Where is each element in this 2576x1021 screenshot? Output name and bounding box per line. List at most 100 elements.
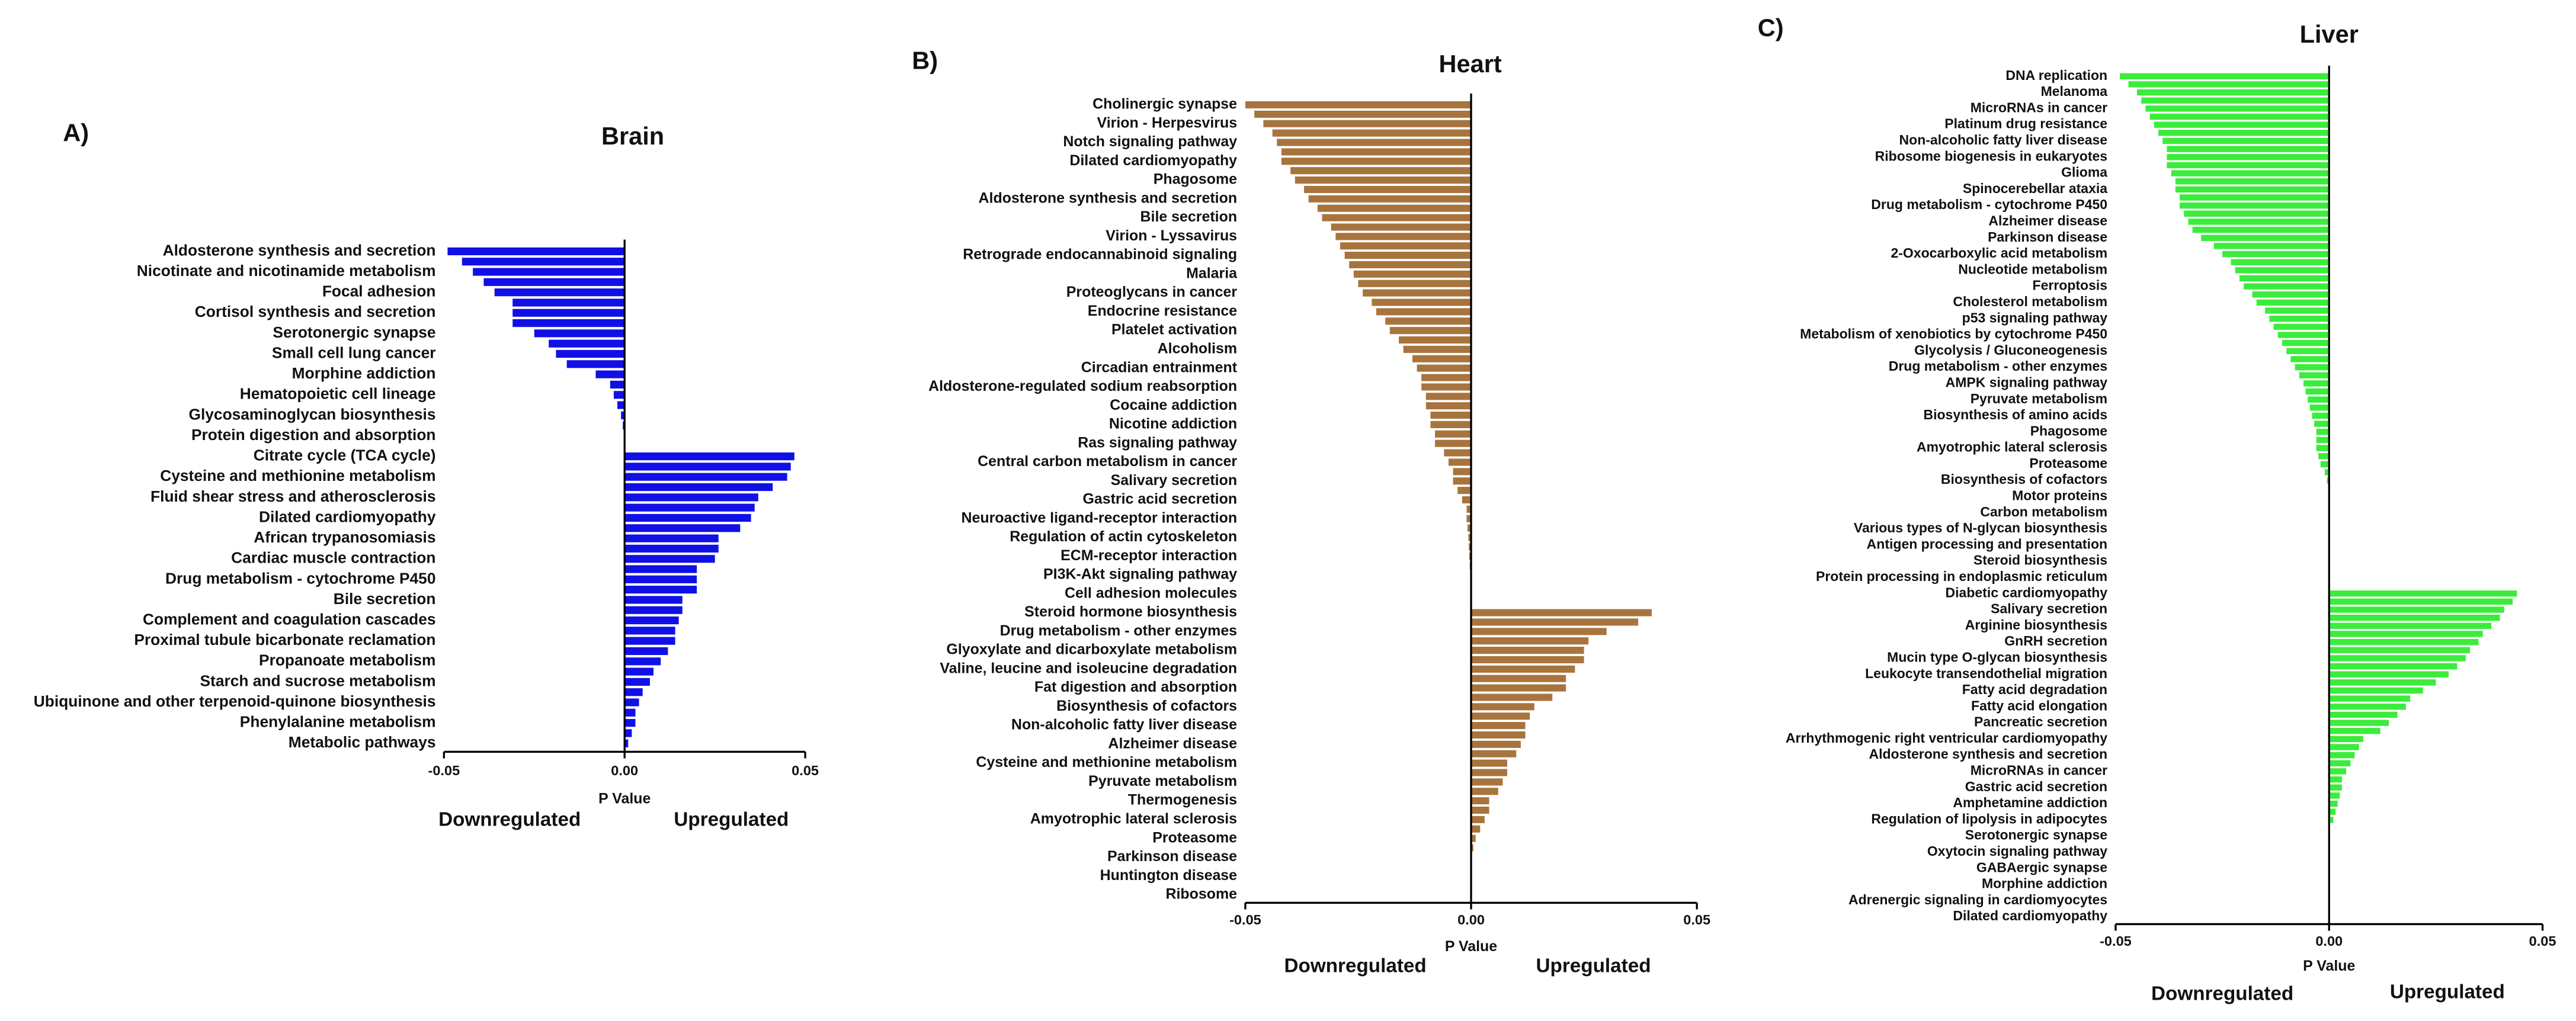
bar xyxy=(1471,769,1508,776)
y-tick-label: Fluid shear stress and atherosclerosis xyxy=(150,487,435,505)
y-tick-label: Motor proteins xyxy=(2012,488,2107,503)
bar xyxy=(1344,252,1472,259)
bar xyxy=(483,278,625,286)
y-tick-label: Virion - Herpesvirus xyxy=(1097,114,1238,131)
bar xyxy=(2329,614,2500,621)
y-tick-label: Thermogenesis xyxy=(1128,792,1237,808)
bar xyxy=(447,247,625,255)
bar xyxy=(1471,628,1607,635)
y-tick-label: Platinum drug resistance xyxy=(1944,116,2107,131)
y-tick-label: Ubiquinone and other terpenoid-quinone b… xyxy=(34,692,436,710)
y-tick-label: Bile secretion xyxy=(1140,208,1238,225)
y-tick-label: Pancreatic secretion xyxy=(1974,714,2107,730)
y-tick-label: Aldosterone-regulated sodium reabsorptio… xyxy=(928,378,1237,394)
y-tick-label: Cardiac muscle contraction xyxy=(231,549,435,567)
bar xyxy=(1430,420,1472,428)
bar xyxy=(2167,162,2330,169)
bar xyxy=(2329,784,2342,791)
annotation: Downregulated xyxy=(1284,955,1427,977)
bar xyxy=(2325,469,2330,476)
y-tick-label: Small cell lung cancer xyxy=(272,343,436,361)
bar xyxy=(566,360,625,368)
y-tick-label: Amyotrophic lateral sclerosis xyxy=(1030,811,1237,827)
y-tick-label: Glycosaminoglycan biosynthesis xyxy=(188,405,435,423)
bar xyxy=(2329,638,2479,646)
bar xyxy=(1471,703,1534,711)
y-tick-label: Mucin type O-glycan biosynthesis xyxy=(1887,649,2107,664)
y-tick-label: Ferroptosis xyxy=(2033,278,2108,293)
bar xyxy=(1471,797,1489,805)
bar xyxy=(1448,458,1472,466)
y-tick-label: Endocrine resistance xyxy=(1088,303,1237,319)
bar xyxy=(2329,590,2517,597)
bar xyxy=(2329,736,2363,743)
bar xyxy=(2305,388,2330,395)
y-tick-label: Biosynthesis of amino acids xyxy=(1923,407,2107,422)
bar xyxy=(2277,332,2330,338)
y-tick-label: Cholesterol metabolism xyxy=(1953,294,2107,309)
y-tick-label: Leukocyte transendothelial migration xyxy=(1865,666,2107,681)
bar xyxy=(1349,261,1472,269)
bar xyxy=(2329,776,2342,783)
y-tick-label: 2-Oxocarboxylic acid metabolism xyxy=(1891,245,2107,261)
bar xyxy=(1272,129,1472,137)
y-tick-label: African trypanosomiasis xyxy=(254,528,435,546)
bar xyxy=(1453,477,1472,485)
bar xyxy=(1376,308,1472,316)
bar xyxy=(624,586,697,594)
bar xyxy=(462,258,625,266)
bar xyxy=(1471,825,1481,833)
bar xyxy=(624,544,719,553)
x-tick-label: 0.05 xyxy=(2529,933,2556,949)
x-tick-label: -0.05 xyxy=(1229,912,1261,927)
bar xyxy=(1317,204,1472,212)
x-tick-label: 0.00 xyxy=(2315,933,2343,949)
chart-title: Liver xyxy=(2300,20,2359,48)
bar xyxy=(1457,487,1472,495)
x-axis-label: P Value xyxy=(598,790,651,807)
y-tick-label: Non-alcoholic fatty liver disease xyxy=(1011,717,1237,733)
y-tick-label: Phagosome xyxy=(2030,423,2107,438)
y-tick-label: Glyoxylate and dicarboxylate metabolism xyxy=(946,641,1237,658)
bar xyxy=(624,627,675,635)
bar xyxy=(2256,299,2330,306)
y-tick-label: Drug metabolism - cytochrome P450 xyxy=(1871,197,2107,212)
bar xyxy=(1421,374,1472,381)
y-tick-label: Nucleotide metabolism xyxy=(1958,261,2107,277)
y-tick-label: Proximal tubule bicarbonate reclamation xyxy=(134,631,435,648)
bar xyxy=(2329,760,2351,766)
bar xyxy=(624,534,719,542)
y-tick-label: Antigen processing and presentation xyxy=(1867,536,2107,551)
bar xyxy=(1281,148,1472,156)
bar xyxy=(2316,436,2330,444)
bar xyxy=(1471,618,1639,626)
x-tick-label: -0.05 xyxy=(428,763,460,778)
x-tick-label: 0.00 xyxy=(1457,912,1485,927)
bar xyxy=(624,708,636,717)
bar xyxy=(2180,202,2330,209)
annotation: Upregulated xyxy=(2390,981,2505,1003)
bar xyxy=(2149,113,2330,120)
bar xyxy=(624,473,787,481)
bar xyxy=(617,401,625,409)
bar xyxy=(2167,146,2330,152)
bar xyxy=(1467,524,1472,532)
y-tick-label: Retrograde endocannabinoid signaling xyxy=(963,246,1237,263)
bar xyxy=(2213,243,2330,249)
y-tick-label: Metabolism of xenobiotics by cytochrome … xyxy=(1800,326,2107,342)
y-tick-label: GnRH secretion xyxy=(2004,633,2107,648)
x-tick-label: -0.05 xyxy=(2100,933,2132,949)
y-tick-label: Aldosterone synthesis and secretion xyxy=(979,190,1238,206)
y-tick-label: Serotonergic synapse xyxy=(273,323,435,341)
bar xyxy=(2239,275,2330,282)
bar xyxy=(1435,430,1472,438)
bar xyxy=(1471,647,1584,654)
bar xyxy=(512,319,625,328)
bar xyxy=(2329,622,2492,629)
bar xyxy=(2329,744,2359,750)
y-tick-label: Cysteine and methionine metabolism xyxy=(976,754,1237,770)
y-tick-label: Glycolysis / Gluconeogenesis xyxy=(1914,342,2107,358)
bar xyxy=(1331,223,1472,231)
